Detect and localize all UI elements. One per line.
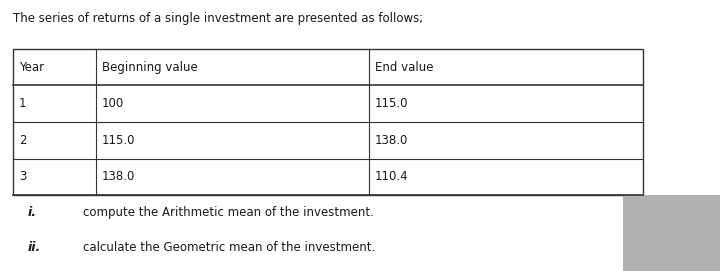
Text: 110.4: 110.4 [375, 170, 409, 183]
Text: 115.0: 115.0 [375, 97, 409, 110]
Text: compute the Arithmetic mean of the investment.: compute the Arithmetic mean of the inves… [83, 206, 374, 219]
Text: 2: 2 [19, 134, 26, 147]
Text: The series of returns of a single investment are presented as follows;: The series of returns of a single invest… [13, 12, 423, 25]
Text: 100: 100 [102, 97, 124, 110]
Text: 1: 1 [19, 97, 26, 110]
Text: 115.0: 115.0 [102, 134, 135, 147]
Text: 3: 3 [19, 170, 26, 183]
Text: 138.0: 138.0 [102, 170, 135, 183]
Text: Beginning value: Beginning value [102, 61, 197, 73]
Text: Year: Year [19, 61, 44, 73]
Text: i.: i. [27, 206, 36, 219]
Text: End value: End value [375, 61, 433, 73]
Text: calculate the Geometric mean of the investment.: calculate the Geometric mean of the inve… [83, 241, 375, 254]
Text: 138.0: 138.0 [375, 134, 408, 147]
Text: ii.: ii. [27, 241, 40, 254]
